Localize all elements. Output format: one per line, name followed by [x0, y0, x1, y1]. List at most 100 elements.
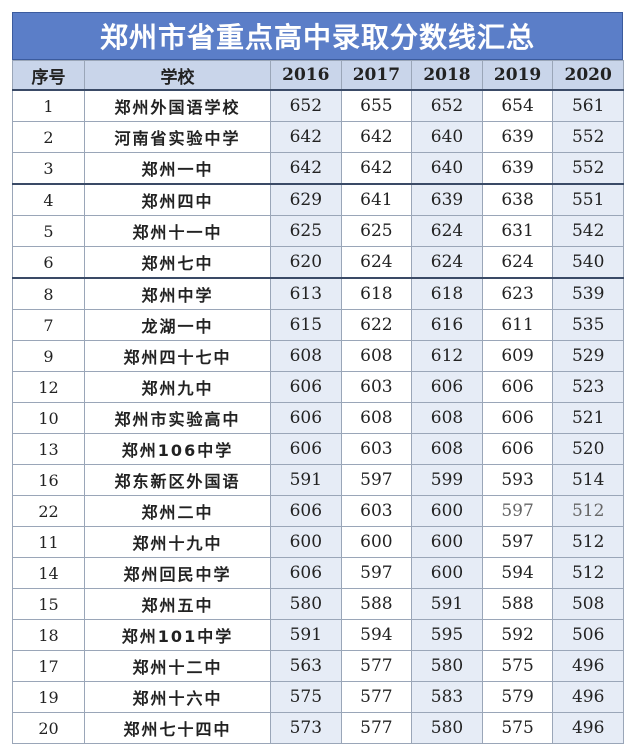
score-cell: 600 [340, 526, 413, 558]
score-cell: 595 [411, 619, 483, 651]
table-row: 17 郑州十二中 563 577 580 575 496 [12, 650, 624, 682]
school-name: 郑州市实验高中 [84, 402, 271, 434]
school-name: 郑州五中 [84, 588, 271, 620]
score-cell: 638 [481, 183, 554, 216]
score-cell: 639 [481, 121, 554, 153]
header-year: 2016 [270, 60, 342, 91]
table-row: 5 郑州十一中 625 625 624 631 542 [12, 215, 624, 247]
score-cell: 639 [411, 183, 483, 216]
school-name: 郑州回民中学 [84, 557, 271, 589]
score-cell: 655 [340, 89, 413, 122]
score-cell: 496 [552, 650, 624, 682]
score-cell: 639 [481, 152, 554, 185]
row-number: 4 [12, 183, 85, 216]
score-cell: 575 [270, 681, 342, 713]
score-cell: 594 [340, 619, 413, 651]
table-row: 4 郑州四中 629 641 639 638 551 [12, 183, 624, 216]
score-cell: 552 [552, 152, 624, 185]
score-cell: 624 [481, 246, 554, 279]
score-cell: 615 [270, 309, 342, 341]
table-row: 3 郑州一中 642 642 640 639 552 [12, 152, 624, 185]
score-cell: 603 [340, 371, 413, 403]
score-cell: 608 [411, 433, 483, 465]
school-name: 郑州十六中 [84, 681, 271, 713]
score-cell: 577 [340, 712, 413, 744]
table-row: 11 郑州十九中 600 600 600 597 512 [12, 526, 624, 558]
table-row: 10 郑州市实验高中 606 608 608 606 521 [12, 402, 624, 434]
page-title: 郑州市省重点高中录取分数线汇总 [12, 12, 623, 60]
header-year: 2017 [340, 60, 413, 91]
score-cell: 600 [411, 495, 483, 527]
score-cell: 597 [340, 464, 413, 496]
score-cell: 535 [552, 309, 624, 341]
score-cell: 622 [340, 309, 413, 341]
score-cell: 599 [411, 464, 483, 496]
score-cell: 608 [411, 402, 483, 434]
score-cell: 583 [411, 681, 483, 713]
school-name: 郑州四十七中 [84, 340, 271, 372]
score-cell: 642 [340, 121, 413, 153]
score-cell: 580 [270, 588, 342, 620]
score-cell: 551 [552, 183, 624, 216]
table-row: 16 郑东新区外国语 591 597 599 593 514 [12, 464, 624, 496]
header-no: 序号 [12, 60, 85, 91]
score-cell: 580 [411, 650, 483, 682]
score-cell: 618 [340, 277, 413, 310]
row-number: 18 [12, 619, 85, 651]
score-cell: 597 [481, 495, 554, 527]
score-cell: 631 [481, 215, 554, 247]
row-number: 22 [12, 495, 85, 527]
row-number: 13 [12, 433, 85, 465]
score-cell: 652 [270, 89, 342, 122]
row-number: 3 [12, 152, 85, 185]
score-cell: 512 [552, 495, 624, 527]
score-cell: 523 [552, 371, 624, 403]
score-cell: 575 [481, 712, 554, 744]
score-cell: 540 [552, 246, 624, 279]
score-cell: 624 [411, 246, 483, 279]
score-cell: 577 [340, 681, 413, 713]
score-cell: 600 [411, 557, 483, 589]
row-number: 11 [12, 526, 85, 558]
score-cell: 552 [552, 121, 624, 153]
score-cell: 529 [552, 340, 624, 372]
score-cell: 514 [552, 464, 624, 496]
score-cell: 512 [552, 526, 624, 558]
score-cell: 521 [552, 402, 624, 434]
score-cell: 597 [340, 557, 413, 589]
score-cell: 642 [340, 152, 413, 185]
score-cell: 600 [270, 526, 342, 558]
school-name: 郑州二中 [84, 495, 271, 527]
table-row: 13 郑州106中学 606 603 608 606 520 [12, 433, 624, 465]
score-cell: 591 [270, 619, 342, 651]
score-cell: 611 [481, 309, 554, 341]
score-cell: 640 [411, 121, 483, 153]
score-cell: 563 [270, 650, 342, 682]
school-name: 郑州十一中 [84, 215, 271, 247]
row-number: 2 [12, 121, 85, 153]
school-name: 郑州外国语学校 [84, 89, 271, 122]
score-cell: 591 [270, 464, 342, 496]
table-row: 15 郑州五中 580 588 591 588 508 [12, 588, 624, 620]
score-cell: 624 [340, 246, 413, 279]
score-cell: 618 [411, 277, 483, 310]
school-name: 郑州七十四中 [84, 712, 271, 744]
row-number: 8 [12, 277, 85, 310]
score-cell: 606 [270, 557, 342, 589]
school-name: 郑州中学 [84, 277, 271, 310]
header-row: 序号 学校 2016 2017 2018 2019 2020 [12, 60, 624, 91]
score-cell: 603 [340, 433, 413, 465]
score-cell: 508 [552, 588, 624, 620]
header-year: 2018 [411, 60, 483, 91]
score-cell: 624 [411, 215, 483, 247]
row-number: 10 [12, 402, 85, 434]
score-cell: 606 [270, 495, 342, 527]
score-cell: 640 [411, 152, 483, 185]
score-cell: 593 [481, 464, 554, 496]
score-cell: 520 [552, 433, 624, 465]
score-cell: 612 [411, 340, 483, 372]
table-row: 14 郑州回民中学 606 597 600 594 512 [12, 557, 624, 589]
row-number: 6 [12, 246, 85, 279]
school-name: 龙湖一中 [84, 309, 271, 341]
school-name: 郑东新区外国语 [84, 464, 271, 496]
